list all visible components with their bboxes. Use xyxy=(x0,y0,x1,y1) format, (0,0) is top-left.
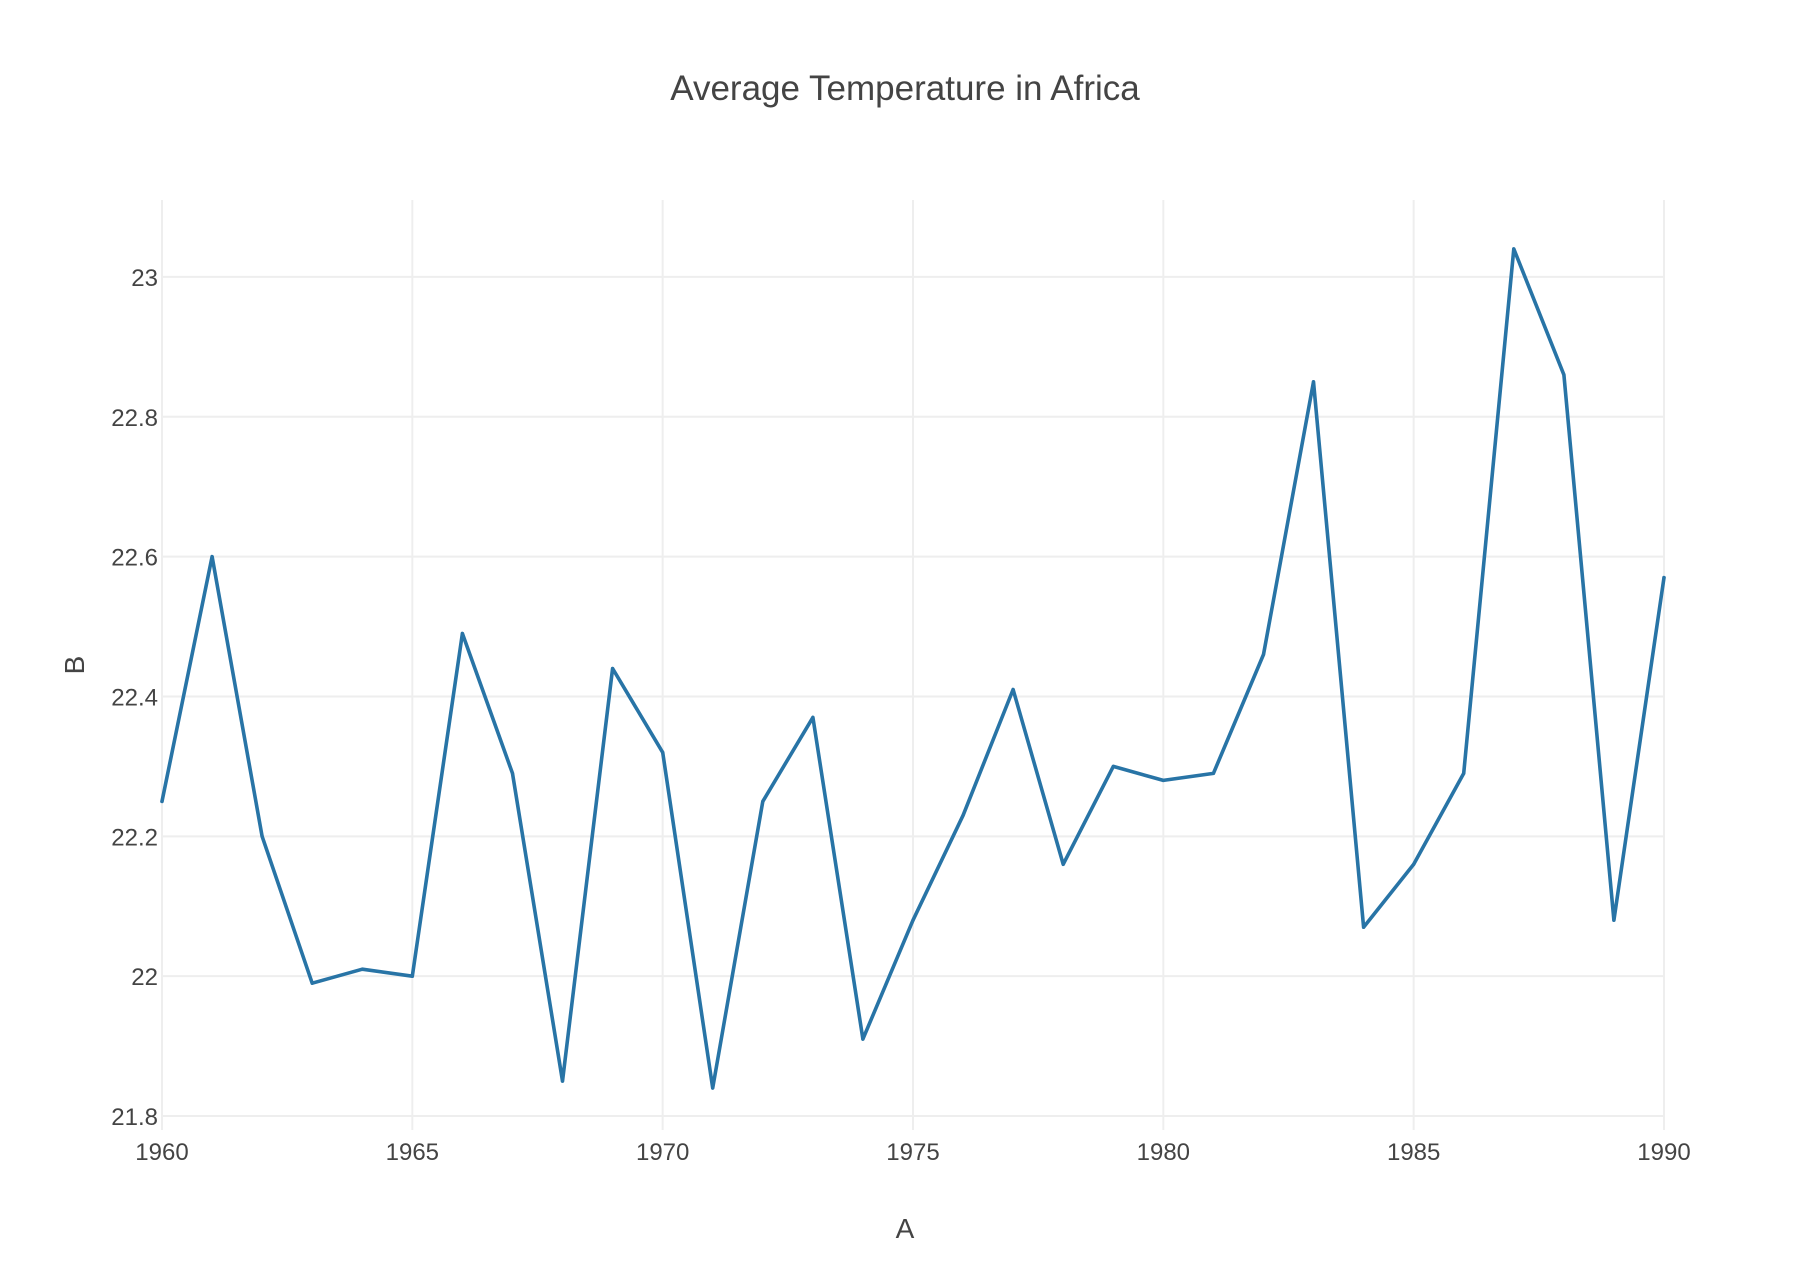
data-point xyxy=(310,981,314,985)
data-point xyxy=(1512,247,1516,251)
x-tick-label: 1980 xyxy=(1137,1139,1190,1166)
y-tick-label: 22.2 xyxy=(111,824,158,851)
data-point xyxy=(1211,771,1215,776)
data-point xyxy=(961,813,965,817)
data-point xyxy=(160,799,164,804)
data-point xyxy=(1261,652,1266,657)
data-point xyxy=(360,967,364,971)
data-point xyxy=(1061,862,1065,866)
data-point xyxy=(711,1086,715,1090)
data-point xyxy=(661,750,665,755)
data-point xyxy=(1662,576,1666,580)
y-tick-label: 23 xyxy=(131,265,158,292)
data-point xyxy=(1111,764,1115,769)
data-point xyxy=(611,666,615,671)
data-point xyxy=(210,555,214,559)
y-tick-label: 22.4 xyxy=(111,684,158,711)
chart-title: Average Temperature in Africa xyxy=(670,69,1140,108)
data-point xyxy=(410,974,414,978)
data-point xyxy=(861,1037,865,1041)
data-point xyxy=(260,834,264,838)
data-point xyxy=(1311,380,1316,384)
data-point xyxy=(1462,771,1466,776)
x-tick-label: 1965 xyxy=(386,1139,439,1166)
x-tick-label: 1985 xyxy=(1387,1139,1440,1166)
y-tick-label: 21.8 xyxy=(111,1104,158,1131)
data-point xyxy=(510,771,515,776)
tick-labels: 1960 1965 1970 1975 1980 1985 1990 21.8 22 22.2 22… xyxy=(111,265,1690,1166)
y-tick-label: 22.6 xyxy=(111,545,158,572)
x-tick-label: 1970 xyxy=(636,1139,689,1166)
y-tick-label: 22 xyxy=(131,964,158,991)
data-point xyxy=(1562,373,1566,377)
x-tick-label: 1975 xyxy=(886,1139,939,1166)
data-point xyxy=(1612,918,1616,922)
gridlines xyxy=(161,200,1665,1130)
data-point xyxy=(560,1079,565,1083)
data-point xyxy=(811,715,815,720)
y-axis-label: B xyxy=(59,656,90,675)
data-point xyxy=(1011,687,1015,692)
series-layer xyxy=(160,247,1666,1090)
data-point xyxy=(1412,862,1416,866)
x-tick-label: 1960 xyxy=(135,1139,188,1166)
data-point xyxy=(1161,778,1165,783)
data-point xyxy=(761,799,765,804)
x-tick-label: 1990 xyxy=(1637,1139,1690,1166)
data-point xyxy=(1362,925,1366,929)
data-point xyxy=(911,918,915,922)
x-axis-label: A xyxy=(896,1213,915,1244)
data-point xyxy=(460,631,464,636)
y-tick-label: 22.8 xyxy=(111,405,158,432)
